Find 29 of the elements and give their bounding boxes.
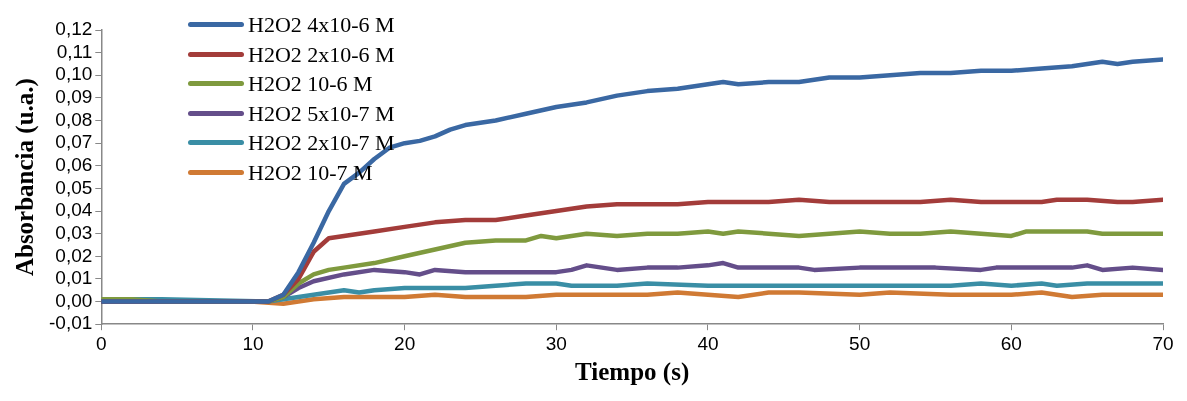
y-tick-label: 0,05 [55,176,93,198]
legend-label: H2O2 5x10-7 M [248,99,395,128]
y-tick-label: 0,07 [55,131,93,153]
y-tick-label: 0,11 [56,40,93,62]
y-tick-label: 0,04 [55,199,93,221]
legend-label: H2O2 4x10-6 M [248,11,395,39]
y-tick-label: 0,02 [55,244,93,266]
legend-label: H2O2 2x10-7 M [248,129,395,157]
x-tick-label: 20 [394,332,416,354]
x-tick-label: 30 [545,332,567,354]
legend-label: H2O2 10-6 M [248,70,373,98]
y-tick-label: -0,01 [48,312,93,334]
y-tick-label: 0,08 [55,108,93,130]
y-tick-label: 0,12 [55,18,93,40]
y-axis-title: Absorbancia (u.a.) [11,78,40,277]
x-tick-label: 60 [1000,332,1022,354]
x-tick-label: 50 [849,332,871,354]
x-tick-label: 10 [242,332,264,354]
y-tick-label: 0,09 [55,86,93,108]
x-axis-title: Tiempo (s) [575,358,690,387]
x-tick-label: 0 [96,332,107,354]
y-tick-label: 0,00 [55,289,93,311]
legend-label: H2O2 2x10-6 M [248,40,395,69]
x-tick-label: 40 [697,332,719,354]
y-tick-label: 0,01 [55,267,93,289]
x-tick-label: 70 [1152,332,1174,354]
y-tick-label: 0,10 [55,63,93,85]
y-tick-label: 0,06 [55,154,93,176]
y-tick-label: 0,03 [55,221,93,243]
